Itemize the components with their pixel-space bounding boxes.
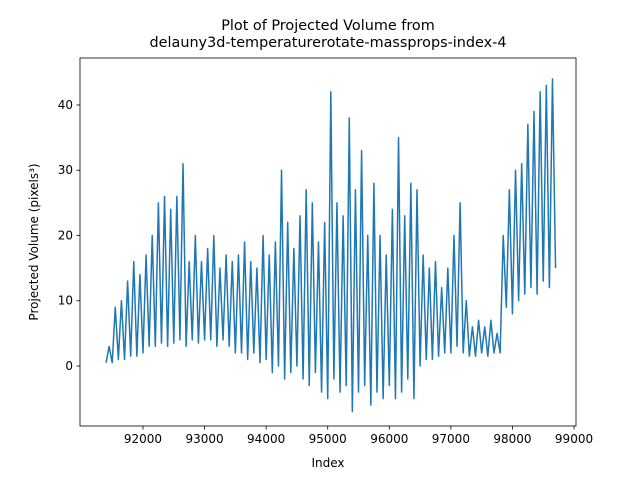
y-tick-label: 20	[58, 228, 73, 242]
chart-title: Plot of Projected Volume from delauny3d-t…	[150, 18, 507, 51]
y-tick-label: 40	[58, 98, 73, 112]
x-tick-label: 93000	[185, 432, 223, 446]
y-tick-label: 10	[58, 294, 73, 308]
x-tick-label: 95000	[309, 432, 347, 446]
y-axis-label: Projected Volume (pixels³)	[27, 163, 41, 320]
x-axis-label: Index	[311, 456, 344, 470]
x-tick-label: 94000	[247, 432, 285, 446]
x-tick-label: 96000	[370, 432, 408, 446]
x-tick-label: 92000	[124, 432, 162, 446]
data-line	[105, 78, 557, 413]
y-tick-label: 30	[58, 163, 73, 177]
x-tick-label: 97000	[432, 432, 470, 446]
x-tick-label: 99000	[555, 432, 593, 446]
x-tick-label: 98000	[493, 432, 531, 446]
y-tick-label: 0	[65, 359, 73, 373]
